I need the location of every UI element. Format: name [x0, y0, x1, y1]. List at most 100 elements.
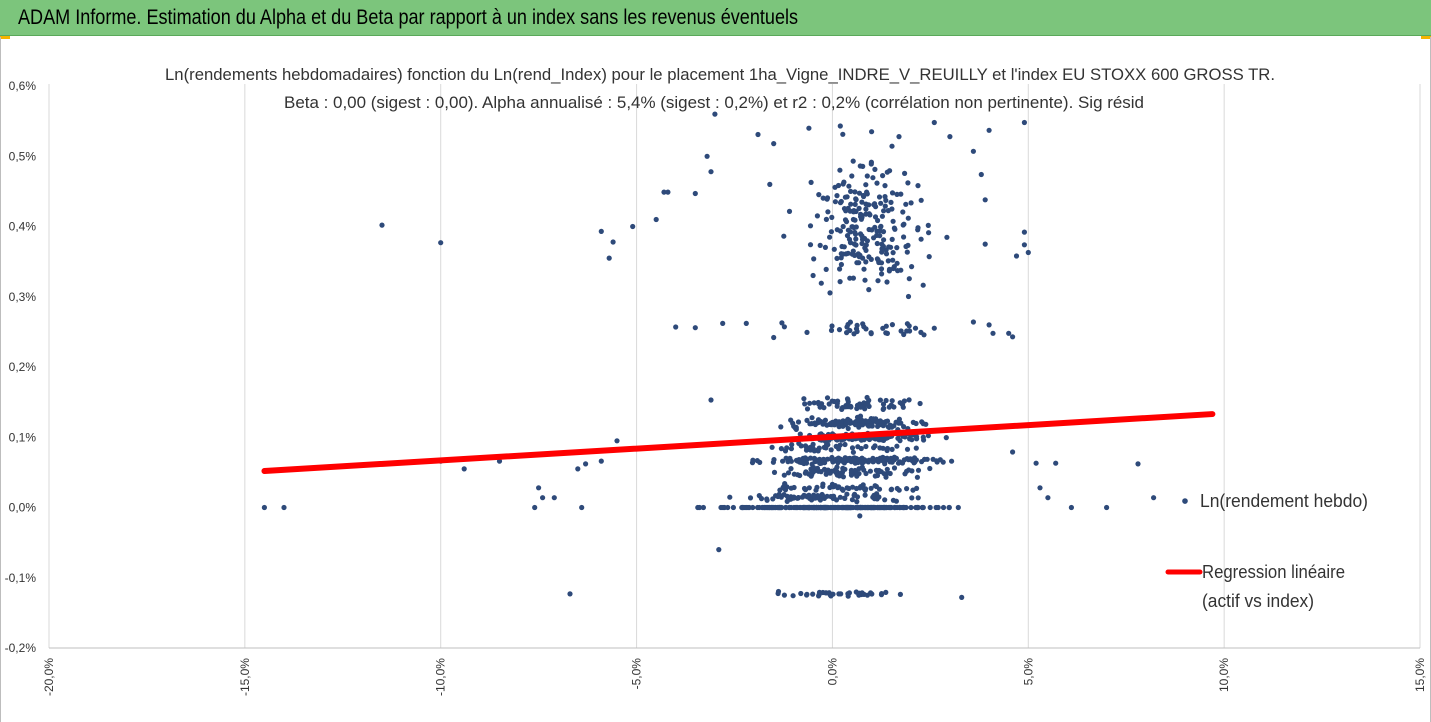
data-point — [720, 320, 726, 326]
data-point — [536, 485, 542, 491]
data-point — [875, 278, 881, 284]
data-point — [870, 417, 876, 423]
data-point — [790, 593, 796, 599]
data-point — [828, 456, 834, 462]
data-point — [889, 486, 895, 492]
data-point — [912, 325, 919, 331]
data-point — [845, 321, 851, 328]
data-point — [892, 504, 898, 511]
data-point — [927, 504, 933, 511]
data-point — [915, 225, 921, 231]
data-point — [795, 419, 802, 425]
data-point — [990, 330, 996, 336]
report-banner: ADAM Informe. Estimation du Alpha et du … — [0, 0, 1431, 36]
data-point — [906, 397, 912, 403]
data-point — [743, 320, 749, 326]
data-point — [986, 127, 992, 133]
data-point — [859, 240, 865, 247]
data-point — [804, 406, 811, 412]
data-point — [856, 190, 863, 196]
y-tick-label: 0,6% — [9, 79, 37, 93]
data-point — [630, 223, 636, 230]
data-point — [1151, 495, 1157, 501]
data-point — [798, 504, 804, 511]
data-point — [583, 461, 589, 467]
data-point — [904, 446, 911, 452]
data-point — [883, 589, 889, 596]
data-point — [850, 158, 856, 164]
data-point — [970, 319, 977, 325]
legend-label-points: Ln(rendement hebdo) — [1200, 491, 1368, 511]
data-point — [579, 504, 585, 511]
data-point — [876, 458, 882, 464]
data-point — [845, 396, 851, 403]
y-tick-label: 0,4% — [9, 220, 37, 234]
data-point — [820, 195, 826, 201]
data-point — [872, 224, 878, 230]
data-point — [834, 456, 840, 462]
data-point — [848, 467, 855, 473]
data-point — [890, 218, 896, 224]
data-point — [1021, 119, 1027, 126]
data-point — [905, 215, 911, 221]
x-tick-label: 10,0% — [1217, 658, 1231, 692]
data-point — [807, 495, 813, 501]
x-tick-label: -20,0% — [42, 658, 56, 696]
data-point — [918, 197, 924, 203]
data-point — [879, 213, 886, 219]
data-point — [874, 419, 880, 425]
data-point — [982, 197, 988, 203]
data-point — [1045, 495, 1051, 501]
data-point — [853, 485, 860, 492]
data-point — [869, 129, 875, 135]
axes: -20,0% -15,0% -10,0% -5,0% 0,0% 5,0% 10,0% 15,0… — [5, 79, 1427, 696]
data-point — [829, 323, 835, 329]
data-point — [837, 494, 843, 500]
data-point — [844, 194, 850, 200]
data-point — [849, 224, 855, 230]
data-point — [913, 420, 919, 427]
data-point — [882, 194, 888, 200]
data-point — [891, 423, 897, 429]
data-point — [868, 161, 874, 167]
data-point — [852, 189, 858, 195]
data-point — [846, 183, 852, 189]
data-point — [866, 211, 872, 217]
data-point — [890, 497, 897, 503]
data-point — [879, 271, 885, 277]
data-point — [778, 446, 785, 452]
data-point — [845, 250, 851, 256]
data-point — [896, 416, 903, 422]
data-point — [835, 485, 841, 491]
data-point — [791, 484, 797, 491]
x-tick-label: -10,0% — [434, 658, 448, 696]
data-point — [803, 504, 809, 511]
data-point — [783, 504, 789, 511]
data-point — [767, 181, 773, 187]
data-point — [788, 446, 795, 452]
data-point — [801, 396, 807, 402]
data-point — [882, 456, 888, 462]
data-point — [894, 245, 900, 251]
data-point — [919, 459, 925, 465]
data-point — [915, 495, 921, 501]
data-point — [872, 214, 879, 220]
data-point — [864, 238, 871, 244]
data-point — [859, 199, 865, 205]
data-point — [846, 456, 852, 462]
data-point — [794, 495, 801, 501]
chart-title-line-2: Beta : 0,00 (sigest : 0,00). Alpha annua… — [284, 93, 1144, 112]
data-point — [843, 208, 849, 214]
data-point — [947, 134, 953, 140]
data-point — [818, 280, 824, 286]
data-point — [781, 324, 788, 330]
data-point — [828, 229, 835, 235]
data-point — [868, 590, 874, 596]
chart-title-line-1: Ln(rendements hebdomadaires) fonction du… — [165, 65, 1275, 84]
data-point — [878, 200, 884, 206]
data-point — [899, 460, 906, 466]
y-tick-label: 0,1% — [9, 430, 37, 444]
data-point — [847, 208, 853, 214]
data-point — [874, 256, 881, 262]
data-point — [896, 134, 902, 140]
